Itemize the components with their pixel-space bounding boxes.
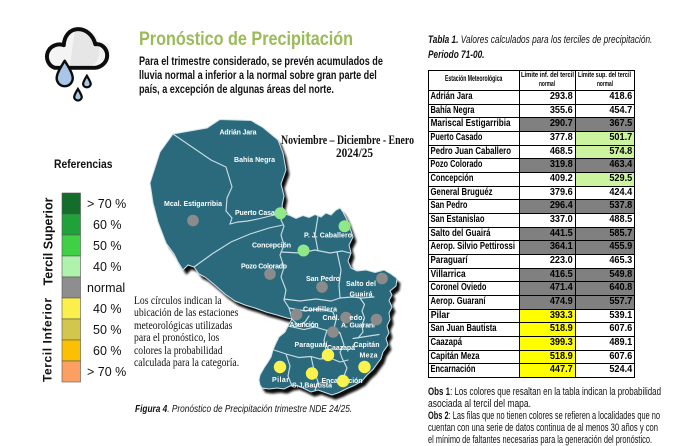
svg-text:Tercil Inferior: Tercil Inferior: [41, 298, 55, 382]
svg-text:Meza: Meza: [360, 353, 378, 360]
svg-text:50 %: 50 %: [93, 323, 122, 337]
svg-text:> 70 %: > 70 %: [87, 197, 126, 211]
svg-text:S.J.Bautista: S.J.Bautista: [292, 383, 332, 390]
svg-text:Caazapá: Caazapá: [327, 345, 355, 352]
svg-text:60 %: 60 %: [93, 218, 122, 232]
svg-text:Cnel.: Cnel.: [323, 315, 340, 322]
svg-text:San Pedro: San Pedro: [306, 276, 340, 283]
svg-text:P. J. Caballero: P. J. Caballero: [304, 233, 352, 240]
svg-text:Tercil Superior: Tercil Superior: [42, 197, 56, 285]
svg-text:Paraguarí: Paraguarí: [295, 342, 329, 349]
svg-text:Mcal. Estigarribia: Mcal. Estigarribia: [164, 201, 222, 208]
svg-text:Salto del: Salto del: [346, 281, 376, 288]
svg-text:A. Guaraní: A. Guaraní: [341, 323, 376, 330]
svg-text:Puerto Casad: Puerto Casad: [235, 210, 279, 217]
svg-text:Asunción: Asunción: [290, 322, 319, 329]
svg-text:Adrián Jara: Adrián Jara: [220, 130, 257, 137]
svg-text:Pilar: Pilar: [272, 377, 289, 384]
svg-text:50 %: 50 %: [93, 239, 122, 253]
svg-text:40 %: 40 %: [93, 260, 122, 274]
svg-text:Concepción: Concepción: [252, 243, 291, 250]
svg-text:40 %: 40 %: [93, 302, 122, 316]
svg-text:Capitán: Capitán: [354, 342, 380, 349]
svg-text:Pozo Colorado: Pozo Colorado: [241, 264, 287, 271]
svg-text:edo.: edo.: [350, 315, 365, 322]
svg-text:Guairá: Guairá: [350, 292, 373, 299]
svg-text:60 %: 60 %: [93, 344, 122, 358]
svg-text:Bahía Negra: Bahía Negra: [234, 157, 275, 164]
svg-text:> 70 %: > 70 %: [87, 365, 126, 379]
svg-text:Cordillera: Cordillera: [303, 307, 337, 314]
svg-text:normal: normal: [87, 281, 125, 295]
